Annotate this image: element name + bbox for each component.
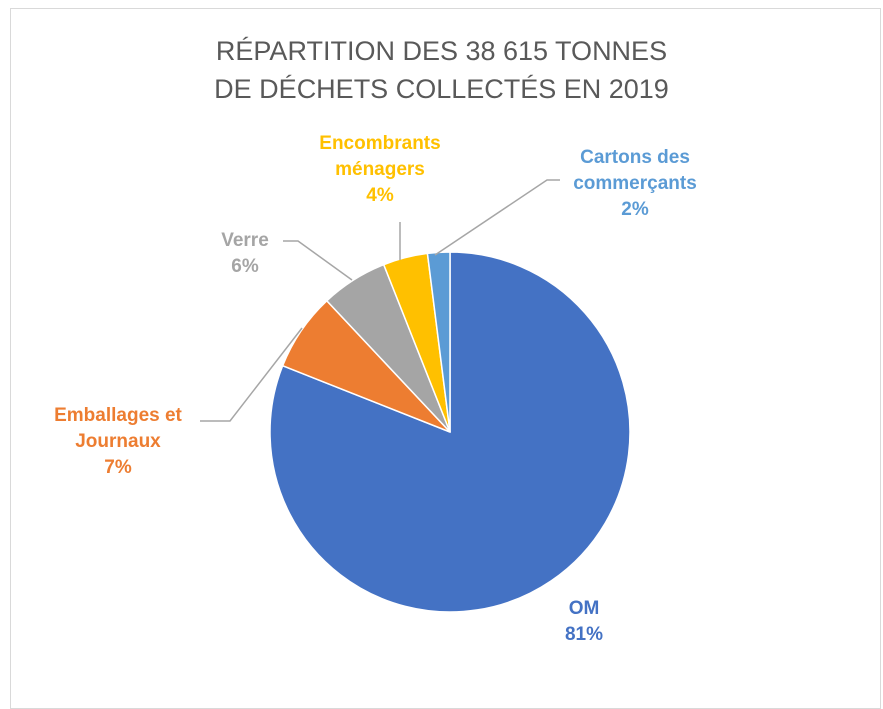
leader-line	[283, 240, 353, 281]
data-label: Encombrants ménagers 4%	[300, 131, 460, 209]
data-label: Cartons des commerçants 2%	[535, 145, 735, 223]
value-label: 6%	[231, 256, 259, 277]
leader-line	[434, 179, 560, 256]
category-label: Verre	[221, 230, 269, 251]
value-label: 4%	[366, 185, 394, 206]
leader-line	[200, 327, 303, 422]
data-label: Verre 6%	[185, 228, 305, 280]
category-label: Emballages et Journaux	[54, 405, 182, 452]
data-label: Emballages et Journaux 7%	[28, 403, 208, 481]
category-label: Encombrants ménagers	[319, 133, 441, 180]
value-label: 2%	[621, 199, 649, 220]
category-label: OM	[568, 598, 600, 619]
data-label: OM 81%	[524, 596, 644, 648]
value-label: 7%	[104, 457, 132, 478]
chart-title: DE DÉCHETS COLLECTÉS EN 2019	[214, 74, 669, 104]
pie-slice	[269, 251, 631, 613]
value-label: 81%	[564, 624, 604, 645]
category-label: Cartons des commerçants	[573, 147, 697, 194]
chart-title: RÉPARTITION DES 38 615 TONNES	[215, 36, 668, 66]
